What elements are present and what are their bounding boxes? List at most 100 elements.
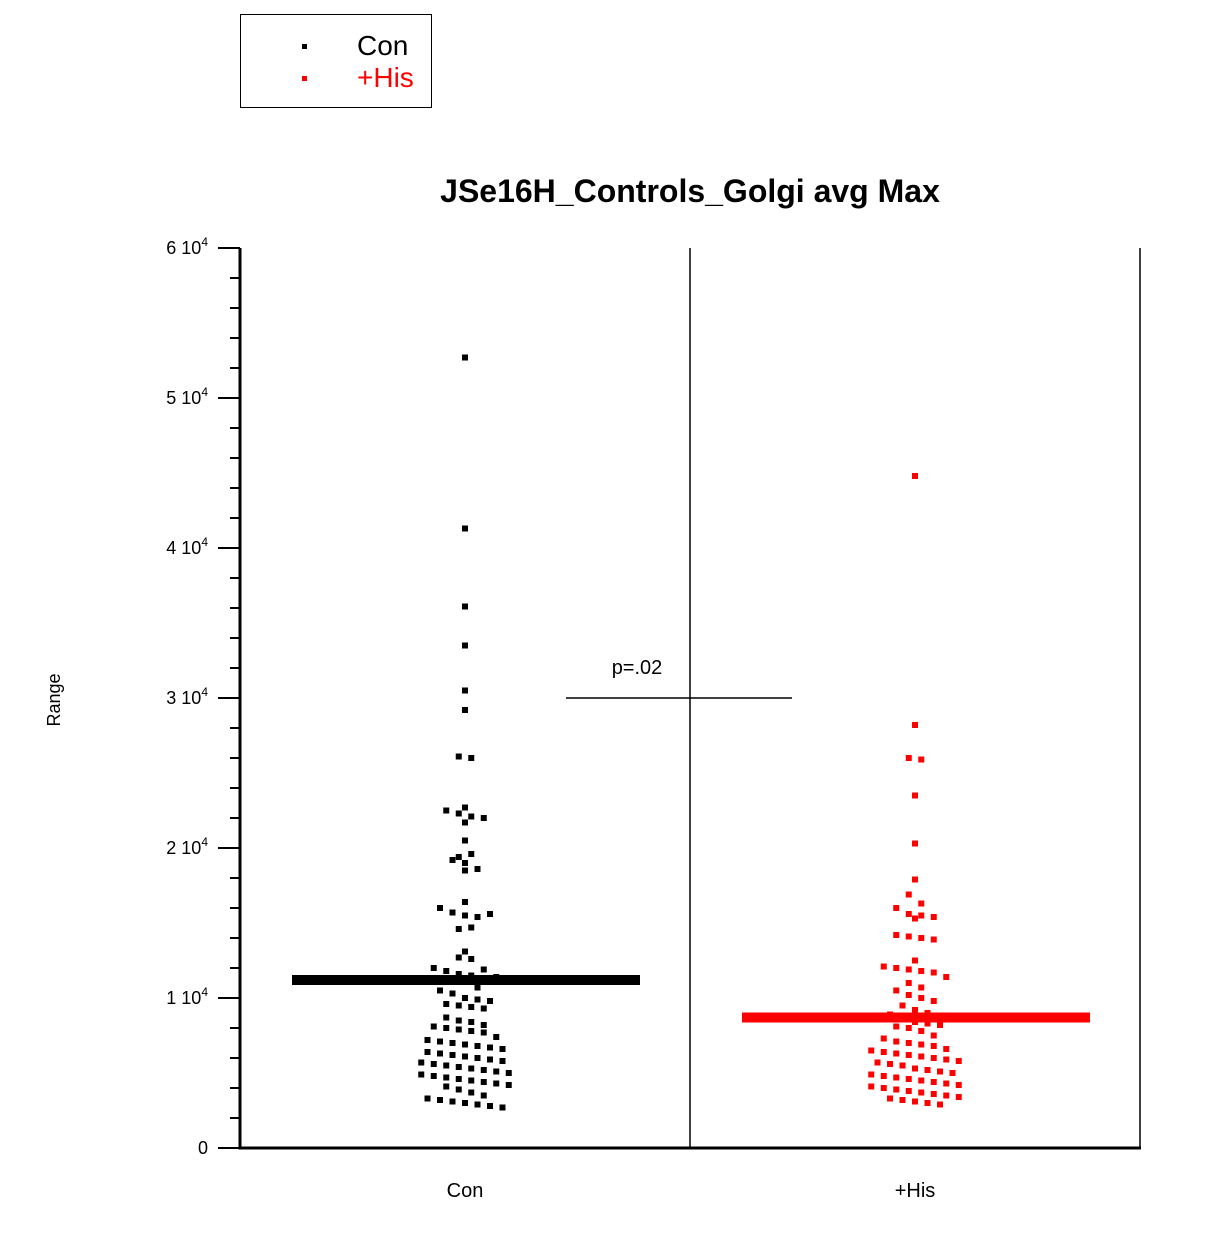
data-point-his [918,968,925,974]
data-point-con [455,753,462,760]
data-point-con [480,1067,487,1073]
data-point-con [468,755,475,761]
x-tick-label: +His [895,1180,936,1202]
data-point-con [418,1059,425,1066]
data-point-his [930,998,937,1004]
data-point-con [462,860,468,866]
data-point-his [893,1074,900,1081]
data-point-his [905,966,912,973]
data-point-con [430,1061,437,1067]
data-point-con [462,687,468,694]
data-point-con [443,1014,450,1021]
data-point-his [905,1052,912,1058]
data-point-his [943,1056,950,1063]
data-point-con [418,1071,425,1078]
data-point-con [474,1101,481,1108]
data-point-con [505,1082,512,1088]
data-point-his [905,980,912,986]
data-point-con [430,1023,437,1030]
data-point-his [887,1095,893,1102]
data-point-his [887,1061,893,1067]
data-point-con [480,1092,487,1099]
data-point-con [474,1043,481,1049]
data-point-his [955,1082,962,1088]
data-point-con [474,996,481,1003]
data-point-con [468,1065,475,1072]
data-point-his [943,1080,950,1087]
data-point-con [455,971,462,977]
data-point-con [462,867,468,874]
legend-label-con: Con [357,30,409,61]
data-point-con [455,854,462,860]
data-point-his [912,1007,918,1013]
data-point-his [905,755,912,761]
legend-item-his: +His [241,63,431,93]
data-point-con [437,987,443,994]
data-point-con [424,1037,431,1043]
data-point-con [474,914,481,920]
data-point-con [443,968,450,974]
y-tick-label: 1 104 [166,985,208,1008]
data-point-his [893,1038,900,1045]
data-point-his [943,1046,950,1052]
data-point-his [937,1068,943,1075]
data-point-con [480,815,487,821]
data-point-con [437,1097,443,1103]
data-point-his [912,792,918,799]
data-point-his [918,900,925,907]
data-point-his [924,1020,931,1027]
data-point-his [880,1035,887,1042]
data-point-con [468,956,475,962]
data-point-con [430,1073,437,1079]
data-point-his [880,963,887,970]
data-point-his [930,936,937,943]
data-point-his [905,891,912,898]
data-point-his [893,932,900,938]
data-point-con [462,707,468,713]
data-point-his [918,1053,925,1060]
data-point-con [474,866,481,872]
data-point-con [455,1086,462,1093]
data-point-his [937,1101,943,1108]
data-point-con [437,905,443,911]
data-point-con [430,965,437,971]
data-point-con [462,1100,468,1106]
data-point-con [468,1004,475,1010]
data-point-his [893,965,900,971]
data-point-con [449,990,456,997]
data-point-con [480,966,487,973]
data-point-his [899,1062,906,1069]
data-point-con [443,1083,450,1090]
data-point-con [474,1055,481,1061]
data-point-con [455,926,462,932]
data-point-con [468,813,475,820]
data-point-con [493,1080,500,1087]
data-point-his [912,722,918,728]
data-point-his [918,935,925,941]
data-point-his [899,1097,906,1103]
data-point-his [893,987,900,994]
data-point-con [455,1017,462,1024]
y-tick-label: 2 104 [166,835,208,858]
data-point-his [918,984,925,991]
data-point-his [955,1094,962,1100]
data-point-con [462,819,468,826]
data-point-his [937,1022,943,1028]
data-point-his [918,756,925,763]
data-point-his [912,876,918,883]
data-point-his [918,1089,925,1096]
data-point-his [905,1076,912,1082]
legend-marker-his [302,76,307,81]
data-point-con [443,1001,450,1007]
data-point-his [905,933,912,940]
data-point-con [462,837,468,844]
y-tick-label: 6 104 [166,235,208,258]
data-point-his [918,912,925,919]
data-point-con [455,1026,462,1033]
data-point-his [918,1077,925,1084]
data-point-his [905,992,912,998]
data-point-his [893,1050,900,1057]
data-point-con [462,804,468,811]
data-point-con [480,1022,487,1028]
legend: Con +His [240,14,432,108]
